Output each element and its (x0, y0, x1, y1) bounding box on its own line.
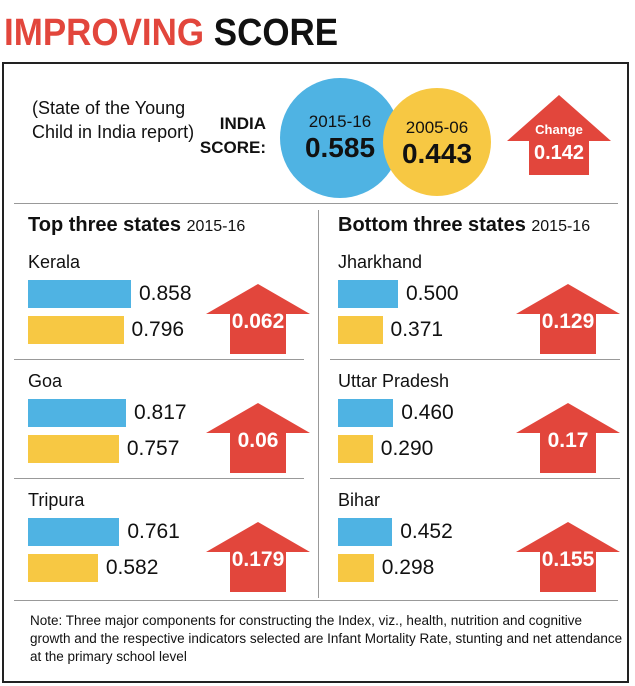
state-name: Kerala (28, 252, 81, 272)
state-name: Uttar Pradesh (338, 371, 450, 391)
circle-2005-value: 0.443 (401, 138, 473, 169)
title-part-2: SCORE (213, 12, 339, 54)
india-change-value: 0.142 (533, 142, 585, 164)
change-arrow: 0.17 (516, 403, 620, 473)
divider-note (14, 600, 618, 601)
change-arrow: 0.062 (206, 284, 310, 354)
change-value: 0.179 (231, 548, 285, 571)
india-score-label: INDIA SCORE: (199, 114, 266, 157)
value-label-2015: 0.858 (138, 282, 192, 305)
bottom-states-year: 2015-16 (531, 218, 591, 235)
value-label-2005: 0.582 (105, 556, 159, 579)
bar-2015 (338, 518, 393, 546)
source-note: (State of the Young Child in India repor… (32, 98, 195, 142)
divider-row-2-left (14, 478, 304, 479)
circle-2015-value: 0.585 (304, 132, 376, 163)
top-states-title: Top three states 2015-16 (28, 214, 245, 237)
change-value: 0.062 (231, 310, 285, 333)
circle-2005-year: 2005-06 (405, 118, 469, 137)
bar-2005 (28, 435, 119, 463)
top-states-year: 2015-16 (186, 218, 246, 235)
bar-2015 (338, 399, 394, 427)
change-arrow: 0.129 (516, 284, 620, 354)
value-label-2015: 0.500 (406, 282, 459, 305)
bar-2005 (28, 554, 98, 582)
bar-2015 (28, 280, 131, 308)
change-value: 0.06 (237, 429, 279, 452)
center-divider (318, 210, 319, 598)
value-label-2005: 0.757 (126, 437, 180, 460)
circle-2015: 2015-16 0.585 (280, 78, 400, 198)
up-arrow-icon (206, 284, 310, 354)
up-arrow-icon (206, 522, 310, 592)
bottom-states-label: Bottom three states (338, 214, 526, 236)
state-name: Tripura (28, 490, 85, 510)
up-arrow-icon (516, 522, 620, 592)
divider-row-1-left (14, 359, 304, 360)
top-states-label: Top three states (28, 214, 181, 236)
infographic-frame (2, 62, 629, 683)
divider-top (14, 203, 618, 204)
state-name: Goa (28, 371, 63, 391)
value-label-2005: 0.796 (131, 318, 185, 341)
state-name: Jharkhand (338, 252, 423, 272)
value-label-2005: 0.298 (381, 556, 435, 579)
value-label-2015: 0.452 (400, 520, 453, 543)
change-arrow: 0.06 (206, 403, 310, 473)
divider-row-1-right (330, 359, 620, 360)
change-label: Change (535, 122, 583, 137)
change-value: 0.17 (547, 429, 589, 452)
change-arrow: 0.155 (516, 522, 620, 592)
up-arrow-icon (516, 403, 620, 473)
bar-2005 (338, 435, 373, 463)
page-title: IMPROVING SCORE (4, 8, 338, 58)
state-name: Bihar (338, 490, 381, 510)
bar-2015 (28, 518, 120, 546)
value-label-2015: 0.761 (127, 520, 180, 543)
bar-2005 (338, 316, 383, 344)
circle-2005: 2005-06 0.443 (383, 88, 491, 196)
bar-2005 (338, 554, 374, 582)
divider-row-2-right (330, 478, 620, 479)
up-arrow-icon (507, 95, 611, 175)
up-arrow-icon (516, 284, 620, 354)
change-value: 0.155 (541, 548, 595, 571)
value-label-2015: 0.817 (134, 401, 187, 424)
change-arrow: 0.179 (206, 522, 310, 592)
bar-2015 (338, 280, 398, 308)
value-label-2015: 0.460 (401, 401, 454, 424)
title-part-1: IMPROVING (4, 12, 205, 54)
bar-2015 (28, 399, 127, 427)
change-value: 0.129 (541, 310, 595, 333)
india-change-arrow: Change 0.142 (507, 95, 611, 175)
footnote: Note: Three major components for constru… (30, 613, 623, 664)
value-label-2005: 0.290 (380, 437, 434, 460)
bottom-states-title: Bottom three states 2015-16 (338, 214, 590, 237)
bar-2005 (28, 316, 124, 344)
up-arrow-icon (206, 403, 310, 473)
circle-2015-year: 2015-16 (308, 112, 372, 131)
value-label-2005: 0.371 (390, 318, 444, 341)
